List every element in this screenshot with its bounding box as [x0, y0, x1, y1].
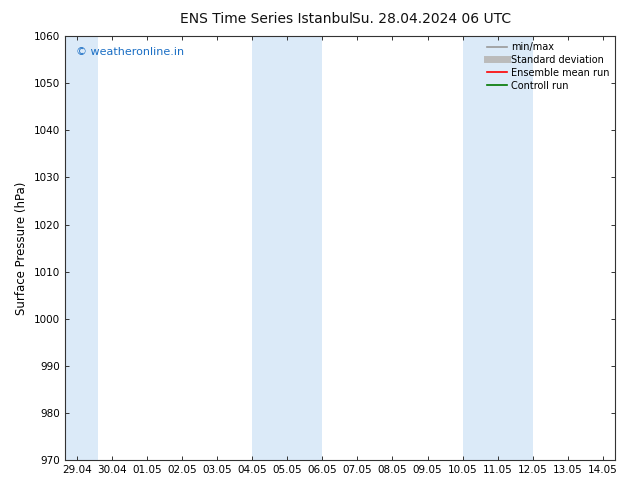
Legend: min/max, Standard deviation, Ensemble mean run, Controll run: min/max, Standard deviation, Ensemble me… [484, 38, 613, 95]
Bar [463, 36, 533, 460]
Bar [67, 36, 98, 460]
Text: ENS Time Series Istanbul: ENS Time Series Istanbul [180, 12, 353, 26]
Bar [252, 36, 322, 460]
Text: © weatheronline.in: © weatheronline.in [75, 47, 184, 57]
Text: Su. 28.04.2024 06 UTC: Su. 28.04.2024 06 UTC [352, 12, 510, 26]
Y-axis label: Surface Pressure (hPa): Surface Pressure (hPa) [15, 181, 28, 315]
